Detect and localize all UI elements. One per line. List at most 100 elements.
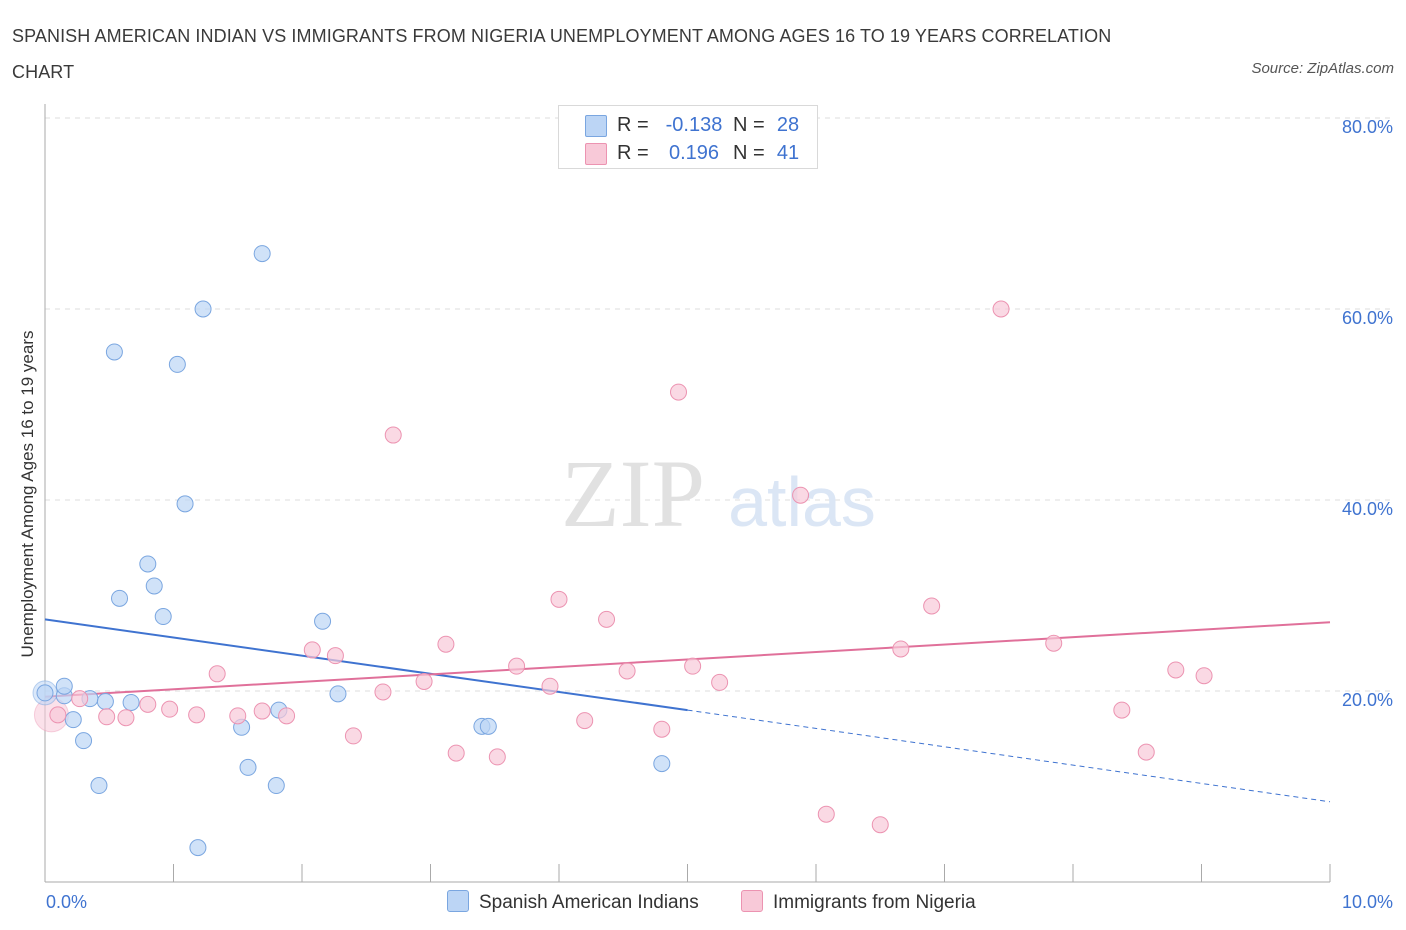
data-point-spanish-american-indians xyxy=(253,245,271,263)
legend-n-label: N = xyxy=(733,142,765,164)
data-point-immigrants-from-nigeria xyxy=(670,383,688,401)
data-point-immigrants-from-nigeria xyxy=(278,707,296,725)
data-point-immigrants-from-nigeria xyxy=(415,672,433,690)
data-point-spanish-american-indians xyxy=(267,777,285,795)
legend-n-value: 28 xyxy=(776,114,800,136)
data-point-immigrants-from-nigeria xyxy=(488,748,506,766)
data-point-immigrants-from-nigeria xyxy=(71,690,89,708)
data-point-immigrants-from-nigeria xyxy=(1195,667,1213,685)
series-swatch-blue xyxy=(447,890,469,912)
data-point-immigrants-from-nigeria xyxy=(541,677,559,695)
legend-n-value: 41 xyxy=(776,142,800,164)
data-point-immigrants-from-nigeria xyxy=(550,590,568,608)
trend-line-blue-extrapolated xyxy=(687,709,1331,803)
legend-swatch-blue xyxy=(585,115,607,137)
data-point-immigrants-from-nigeria xyxy=(618,662,636,680)
data-point-immigrants-from-nigeria xyxy=(139,695,157,713)
data-point-immigrants-from-nigeria xyxy=(188,706,206,724)
data-point-spanish-american-indians xyxy=(314,612,332,630)
data-point-immigrants-from-nigeria xyxy=(49,706,67,724)
data-point-immigrants-from-nigeria xyxy=(303,641,321,659)
data-point-spanish-american-indians xyxy=(55,677,73,695)
y-axis-title: Unemployment Among Ages 16 to 19 years xyxy=(18,331,37,658)
data-point-spanish-american-indians xyxy=(239,758,257,776)
watermark-zip: ZIP xyxy=(561,440,705,547)
data-point-immigrants-from-nigeria xyxy=(684,657,702,675)
data-point-immigrants-from-nigeria xyxy=(1045,634,1063,652)
data-point-immigrants-from-nigeria xyxy=(437,635,455,653)
legend-r-value: -0.138 xyxy=(665,114,723,136)
legend-r-value: 0.196 xyxy=(668,142,720,164)
data-point-spanish-american-indians xyxy=(194,300,212,318)
y-tick-label: 20.0% xyxy=(1342,690,1393,710)
source-label: Source: ZipAtlas.com xyxy=(1251,60,1394,77)
legend-n-label: N = xyxy=(733,114,765,136)
data-point-immigrants-from-nigeria xyxy=(161,700,179,718)
data-point-spanish-american-indians xyxy=(329,685,347,703)
legend-swatch-pink xyxy=(585,143,607,165)
series-name-spanish-american-indians: Spanish American Indians xyxy=(479,892,699,913)
data-point-immigrants-from-nigeria xyxy=(326,647,344,665)
data-point-spanish-american-indians xyxy=(90,777,108,795)
data-point-immigrants-from-nigeria xyxy=(98,708,116,726)
series-legend-item-blue[interactable]: Spanish American Indians xyxy=(447,890,699,914)
data-point-immigrants-from-nigeria xyxy=(598,610,616,628)
data-point-spanish-american-indians xyxy=(36,684,54,702)
grid-lines xyxy=(45,117,1395,692)
data-point-immigrants-from-nigeria xyxy=(508,657,526,675)
data-point-spanish-american-indians xyxy=(189,839,207,857)
data-point-immigrants-from-nigeria xyxy=(817,805,835,823)
data-point-immigrants-from-nigeria xyxy=(892,640,910,658)
series-legend-item-pink[interactable]: Immigrants from Nigeria xyxy=(741,890,976,914)
data-point-immigrants-from-nigeria xyxy=(1137,743,1155,761)
data-point-spanish-american-indians xyxy=(145,577,163,595)
data-point-immigrants-from-nigeria xyxy=(117,709,135,727)
data-point-spanish-american-indians xyxy=(139,555,157,573)
data-point-immigrants-from-nigeria xyxy=(208,665,226,683)
legend-r-label: R = xyxy=(617,114,649,136)
data-points xyxy=(32,245,1213,857)
data-point-immigrants-from-nigeria xyxy=(1113,701,1131,719)
data-point-immigrants-from-nigeria xyxy=(992,300,1010,318)
data-point-immigrants-from-nigeria xyxy=(374,683,392,701)
data-point-spanish-american-indians xyxy=(75,732,93,750)
data-point-immigrants-from-nigeria xyxy=(253,702,271,720)
data-point-immigrants-from-nigeria xyxy=(923,597,941,615)
watermark: ZIP atlas xyxy=(561,440,876,547)
x-tick-label: 0.0% xyxy=(46,892,87,912)
series-name-immigrants-from-nigeria: Immigrants from Nigeria xyxy=(773,892,976,913)
data-point-spanish-american-indians xyxy=(105,343,123,361)
legend-r-label: R = xyxy=(617,142,649,164)
data-point-spanish-american-indians xyxy=(96,693,114,711)
series-swatch-pink xyxy=(741,890,763,912)
axis-labels: 20.0% 40.0% 60.0% 80.0% 0.0% 10.0% Unemploymen… xyxy=(18,117,1393,912)
data-point-spanish-american-indians xyxy=(64,711,82,729)
chart-title: SPANISH AMERICAN INDIAN VS IMMIGRANTS FR… xyxy=(12,26,1112,82)
axes xyxy=(44,104,1331,883)
y-tick-label: 40.0% xyxy=(1342,499,1393,519)
data-point-immigrants-from-nigeria xyxy=(1167,661,1185,679)
data-point-immigrants-from-nigeria xyxy=(384,426,402,444)
data-point-spanish-american-indians xyxy=(176,495,194,513)
data-point-spanish-american-indians xyxy=(154,608,172,626)
data-point-immigrants-from-nigeria xyxy=(344,727,362,745)
data-point-immigrants-from-nigeria xyxy=(792,486,810,504)
trend-line-blue xyxy=(44,618,688,712)
y-tick-label: 80.0% xyxy=(1342,117,1393,137)
data-point-immigrants-from-nigeria xyxy=(653,720,671,738)
data-point-spanish-american-indians xyxy=(653,755,671,773)
correlation-legend: R = -0.138 N = 28 R = 0.196 N = 41 xyxy=(558,105,818,169)
data-point-spanish-american-indians xyxy=(122,693,140,711)
data-point-immigrants-from-nigeria xyxy=(576,712,594,730)
data-point-immigrants-from-nigeria xyxy=(229,707,247,725)
data-point-immigrants-from-nigeria xyxy=(711,673,729,691)
data-point-spanish-american-indians xyxy=(479,717,497,735)
series-legend: Spanish American Indians Immigrants from… xyxy=(0,888,1406,916)
y-tick-label: 60.0% xyxy=(1342,308,1393,328)
data-point-immigrants-from-nigeria xyxy=(447,744,465,762)
x-tick-label: 10.0% xyxy=(1342,892,1393,912)
data-point-immigrants-from-nigeria xyxy=(871,816,889,834)
data-point-spanish-american-indians xyxy=(168,355,186,373)
data-point-spanish-american-indians xyxy=(111,589,129,607)
